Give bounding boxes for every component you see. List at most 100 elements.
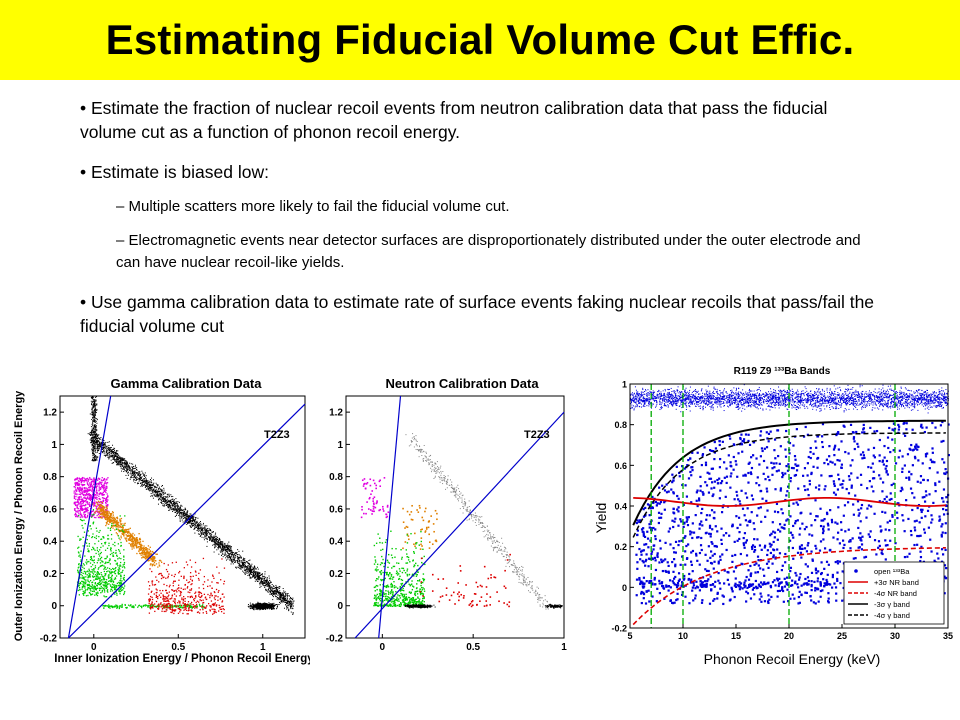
gamma-point-orange (99, 509, 102, 511)
gamma-point-bulk (113, 456, 115, 458)
gamma-point-bulk (177, 511, 179, 513)
gamma-point-bulk (276, 587, 278, 589)
gamma-point-bulk (94, 439, 96, 441)
gamma-point-bulk (148, 488, 150, 490)
gamma-point-bulk (174, 505, 176, 507)
gamma-point-bulk (93, 404, 95, 406)
gamma-point-orange (112, 527, 114, 529)
gamma-point-bulk (220, 551, 222, 553)
gamma-point-magenta (86, 510, 89, 512)
gamma-point-bulk (195, 521, 197, 523)
gamma-point-magenta (88, 513, 91, 515)
gamma-point-bulk (134, 468, 136, 470)
gamma-point-orange (152, 556, 154, 558)
gamma-point-magenta (74, 482, 76, 484)
gamma-point-magenta (83, 508, 85, 510)
gamma-point-bulk (163, 491, 165, 493)
gamma-point-magenta (74, 504, 77, 507)
gamma-point-bulk (155, 495, 157, 497)
gamma-point-bulk (173, 500, 175, 502)
gamma-point-bulk (214, 547, 216, 549)
gamma-point-bulk (227, 550, 229, 552)
gamma-point-bulk (181, 511, 183, 513)
gamma-point-bulk (267, 605, 269, 607)
gamma-point-bulk (89, 434, 91, 436)
gamma-point-bulk (157, 503, 159, 505)
gamma-point-bulk (114, 451, 116, 453)
gamma-point-orange (116, 522, 118, 524)
gamma-point-magenta (94, 494, 97, 496)
gamma-point-bulk (227, 558, 229, 560)
gamma-point-bulk (250, 573, 252, 575)
gamma-point-bulk (244, 558, 246, 560)
gamma-point-bulk (260, 577, 262, 579)
gamma-point-bulk (125, 470, 127, 472)
gamma-point-orange (114, 529, 116, 531)
gamma-point-bulk (210, 536, 212, 538)
gamma-point-bulk (287, 601, 289, 603)
gamma-point-bulk (242, 550, 244, 552)
gamma-point-bulk (197, 529, 199, 531)
gamma-point-orange (147, 545, 150, 547)
gamma-point-bulk (100, 437, 102, 439)
gamma-point-bulk (153, 490, 155, 492)
gamma-point-magenta (81, 499, 84, 501)
gamma-point-bulk (203, 533, 205, 535)
gamma-point-bulk (238, 559, 240, 561)
gamma-point-bulk (147, 485, 149, 487)
gamma-point-bulk (169, 504, 171, 506)
gamma-point-bulk (189, 520, 191, 522)
gamma-point-bulk (286, 604, 288, 606)
gamma-point-bulk (103, 446, 105, 448)
gamma-point-bulk (230, 551, 232, 553)
gamma-point-bulk (135, 468, 137, 470)
gamma-point-bulk (129, 469, 131, 471)
gamma-point-bulk (238, 565, 240, 567)
gamma-point-bulk (94, 399, 96, 401)
gamma-point-magenta (85, 490, 87, 492)
gamma-point-orange (97, 510, 99, 513)
gamma-point-bulk (219, 539, 221, 541)
gamma-point-bulk (214, 538, 216, 540)
gamma-point-orange (151, 563, 153, 566)
gamma-point-orange (138, 542, 140, 544)
gamma-point-magenta (91, 496, 93, 498)
gamma-point-bulk (105, 450, 107, 452)
gamma-point-bulk (217, 547, 219, 549)
gamma-point-bulk (246, 561, 248, 563)
gamma-point-orange (129, 532, 131, 535)
gamma-point-bulk (275, 591, 277, 593)
gamma-point-bulk (292, 600, 294, 602)
gamma-point-orange (98, 515, 100, 517)
gamma-point-magenta (105, 483, 108, 485)
gamma-point-bulk (266, 582, 268, 584)
gamma-point-bulk (167, 500, 169, 502)
gamma-point-bulk (112, 444, 114, 446)
gamma-point-bulk (95, 457, 97, 459)
gamma-point-bulk (94, 451, 96, 453)
gamma-point-bulk (185, 519, 187, 521)
gamma-point-bulk (187, 517, 189, 519)
gamma-point-orange (107, 511, 109, 513)
gamma-point-magenta (93, 482, 95, 484)
gamma-point-bulk (271, 607, 273, 609)
gamma-point-bulk (91, 428, 93, 430)
gamma-point-bulk (259, 572, 261, 574)
gamma-point-orange (127, 530, 130, 532)
gamma-point-orange (136, 547, 138, 549)
gamma-point-bulk (168, 500, 170, 502)
gamma-point-bulk (205, 532, 207, 534)
gamma-point-bulk (95, 409, 97, 411)
gamma-point-bulk (127, 469, 129, 471)
gamma-point-bulk (270, 603, 272, 605)
gamma-point-bulk (276, 590, 278, 592)
gamma-point-bulk (93, 416, 95, 418)
gamma-point-bulk (257, 609, 259, 611)
gamma-point-bulk (179, 519, 181, 521)
gamma-point-green (101, 574, 103, 576)
gamma-point-magenta (86, 489, 88, 491)
gamma-point-bulk (204, 537, 206, 539)
gamma-point-orange (112, 519, 114, 522)
gamma-point-bulk (172, 503, 174, 505)
gamma-point-bulk (268, 586, 270, 588)
